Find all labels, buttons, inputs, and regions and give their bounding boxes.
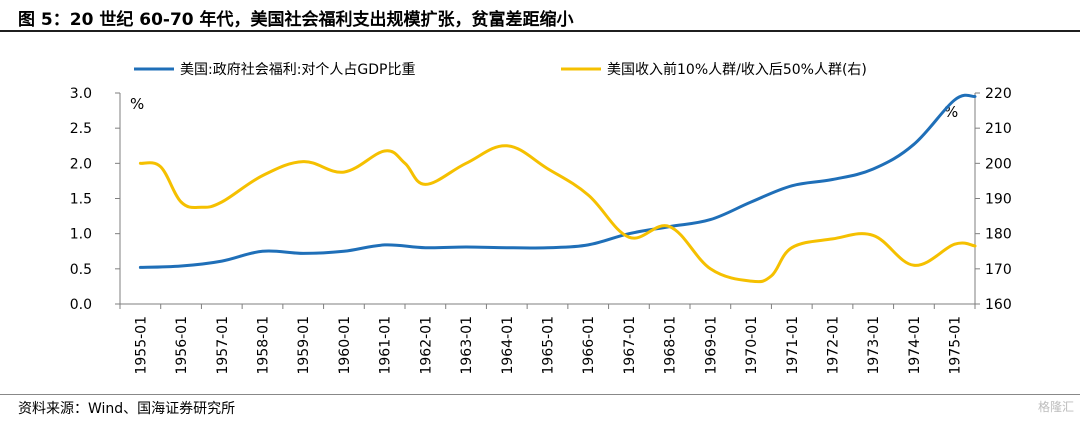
x-axis-tick-label: 1963-01 <box>459 316 475 375</box>
right-axis-tick-label: 160 <box>985 297 1012 313</box>
x-axis-tick-label: 1969-01 <box>703 316 719 375</box>
legend-label-welfare-gdp: 美国:政府社会福利:对个人占GDP比重 <box>180 62 416 78</box>
x-axis-tick-label: 1975-01 <box>948 316 964 375</box>
left-axis-tick-label: 0.5 <box>70 262 92 278</box>
right-axis-tick-label: 200 <box>985 156 1012 172</box>
x-axis-tick-label: 1961-01 <box>378 316 394 375</box>
left-axis-tick-label: 2.5 <box>70 121 92 137</box>
x-axis-tick-label: 1966-01 <box>581 316 597 375</box>
x-axis-tick-label: 1973-01 <box>866 316 882 375</box>
left-axis-tick-label: 3.0 <box>70 86 92 102</box>
right-axis-tick-label: 220 <box>985 86 1012 102</box>
series-line-income-ratio <box>138 144 977 284</box>
watermark-logo: 格隆汇 <box>1037 400 1074 414</box>
source-divider <box>0 394 1080 395</box>
x-axis-tick-label: 1965-01 <box>541 316 557 375</box>
left-axis-tick-label: 1.0 <box>70 227 92 243</box>
x-axis-tick-label: 1960-01 <box>337 316 353 375</box>
x-axis-tick-label: 1959-01 <box>296 316 312 375</box>
x-axis-tick-label: 1968-01 <box>663 316 679 375</box>
x-axis-tick-label: 1970-01 <box>744 316 760 375</box>
right-axis-tick-label: 170 <box>985 262 1012 278</box>
chart-canvas: 0.0 0.5 1.0 1.5 2.0 2.5 3.0 160 170 180 190 200 210 2… <box>70 61 1012 375</box>
right-axis-tick-label: 190 <box>985 192 1012 208</box>
left-axis-unit: % <box>130 95 144 113</box>
x-axis-tick-label: 1974-01 <box>907 316 923 375</box>
left-axis-tick-label: 2.0 <box>70 156 92 172</box>
chart-title: 图 5：20 世纪 60-70 年代，美国社会福利支出规模扩张，贫富差距缩小 <box>18 10 574 30</box>
x-axis-tick-label: 1958-01 <box>256 316 272 375</box>
right-axis-tick-label: 180 <box>985 227 1012 243</box>
x-axis-tick-label: 1967-01 <box>622 316 638 375</box>
x-axis-tick-label: 1972-01 <box>826 316 842 375</box>
x-axis-tick-label: 1962-01 <box>418 316 434 375</box>
title-divider <box>0 30 1080 32</box>
legend-label-income-ratio: 美国收入前10%人群/收入后50%人群(右) <box>607 61 867 78</box>
source-note: 资料来源：Wind、国海证券研究所 <box>18 401 236 417</box>
left-axis-tick-label: 0.0 <box>70 297 92 313</box>
x-axis-tick-label: 1955-01 <box>133 316 149 375</box>
left-axis-tick-label: 1.5 <box>70 192 92 208</box>
x-axis-tick-label: 1956-01 <box>174 316 190 375</box>
right-axis-unit: % <box>944 103 958 121</box>
x-axis-tick-label: 1964-01 <box>500 316 516 375</box>
x-axis-tick-label: 1957-01 <box>215 316 231 375</box>
x-axis-tick-label: 1971-01 <box>785 316 801 375</box>
right-axis-tick-label: 210 <box>985 121 1012 137</box>
series-line-welfare-gdp <box>138 93 977 269</box>
